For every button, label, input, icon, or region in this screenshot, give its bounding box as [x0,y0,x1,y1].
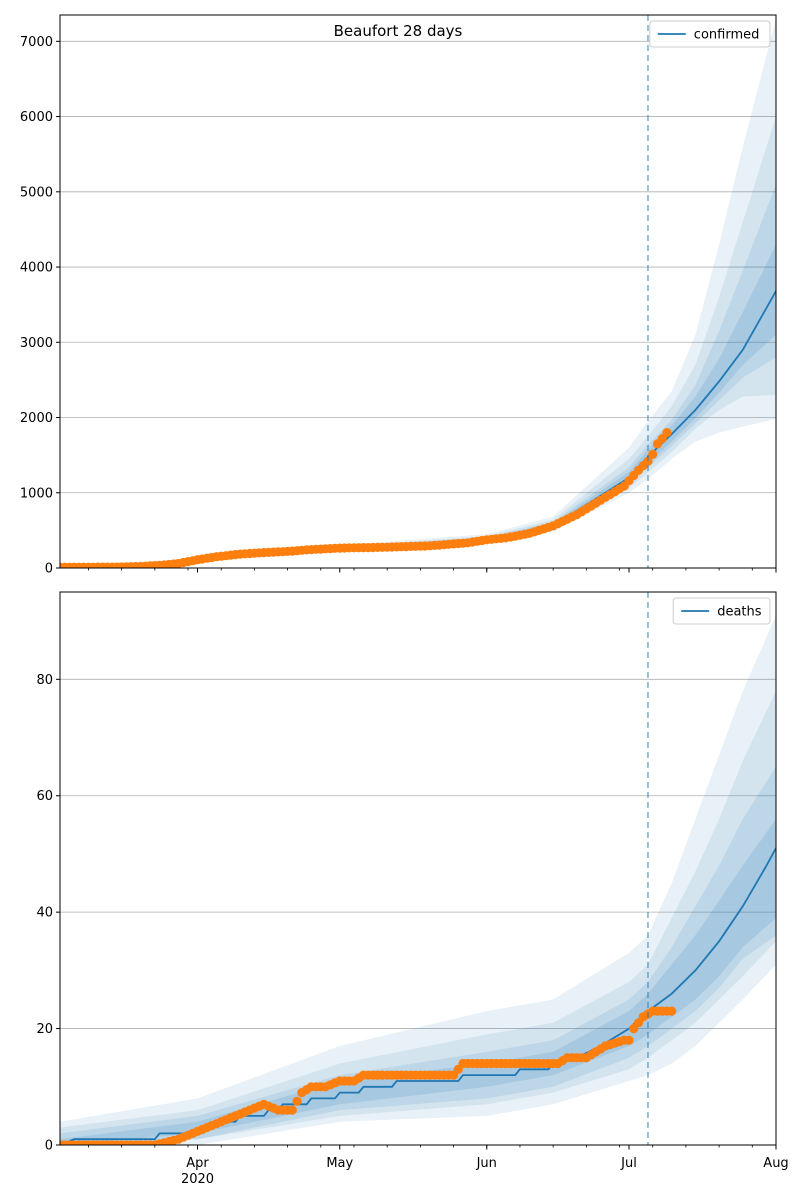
observed-point [643,456,653,466]
confirmed-panel: 0 1000 2000 3000 4000 5000 6000 7000 confirmed [20,14,777,577]
x-tick-sublabel: 2020 [181,1172,214,1187]
y-tick-label: 6000 [20,110,53,125]
y-tick-label: 0 [45,562,53,577]
legend-box [649,20,771,48]
uncertainty-band-1 [60,615,776,1145]
y-tick-label: 7000 [20,35,53,50]
x-tick-label: May [326,1156,353,1171]
y-tick-label: 2000 [20,411,53,426]
y-tick-label: 20 [36,1022,53,1037]
y-tick-label: 60 [36,789,53,804]
x-tick-label: Jun [476,1156,497,1171]
y-tick-label: 0 [45,1139,53,1154]
uncertainty-band-2 [60,691,776,1145]
plot-area [60,18,776,568]
observed-point [648,449,658,459]
y-tick-label: 5000 [20,185,53,200]
x-tick-label: Jul [620,1156,637,1171]
legend-label: confirmed [694,28,760,43]
axes-frame [59,14,777,569]
uncertainty-band-4 [60,819,776,1145]
y-tick-label: 80 [36,673,53,688]
y-tick-label: 4000 [20,261,53,276]
x-tick-label: Aug [763,1156,788,1171]
x-tick-label: Apr [186,1156,209,1171]
axes-frame [59,591,777,1146]
observed-point [292,1096,302,1106]
legend-box [672,597,771,625]
y-tick-label: 40 [36,906,53,921]
observed-point [624,1035,634,1045]
y-tick-label: 1000 [20,486,53,501]
plot-area [60,615,776,1145]
y-tick-label: 3000 [20,336,53,351]
observed-point [287,1105,297,1115]
observed-point [662,428,672,438]
observed-point [667,1006,677,1016]
legend-label: deaths [717,605,762,620]
figure-title: Beaufort 28 days [334,22,463,40]
